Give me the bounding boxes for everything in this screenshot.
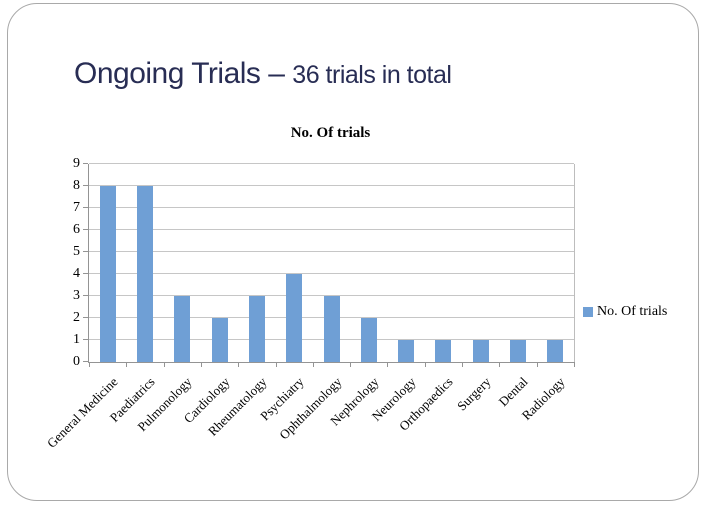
gridline: [89, 229, 574, 230]
y-tick: [83, 361, 88, 362]
y-tick: [83, 251, 88, 252]
x-tick: [126, 362, 128, 367]
y-tick: [83, 185, 88, 186]
gridline: [89, 295, 574, 296]
y-tick: [83, 339, 88, 340]
bar-pulmonology: [174, 296, 191, 362]
bar-radiology: [547, 340, 564, 362]
y-tick: [83, 295, 88, 296]
bar-ophthalmology: [323, 296, 340, 362]
bar-surgery: [472, 340, 489, 362]
y-tick-label: 3: [73, 288, 80, 303]
gridline: [89, 185, 574, 186]
bar-psychiatry: [286, 274, 303, 362]
y-tick: [83, 273, 88, 274]
slide-title-sub: 36 trials in total: [292, 61, 452, 89]
bar-orthopaedics: [435, 340, 452, 362]
legend: No. Of trials: [583, 304, 667, 320]
x-tick: [424, 362, 426, 367]
x-tick: [312, 362, 314, 367]
x-tick: [200, 362, 202, 367]
y-tick: [83, 163, 88, 164]
y-tick-label: 4: [73, 266, 80, 281]
x-tick: [163, 362, 165, 367]
x-tick: [574, 362, 575, 367]
bar-paediatrics: [136, 186, 153, 362]
x-tick: [499, 362, 501, 367]
bar-neurology: [398, 340, 415, 362]
y-tick-label: 9: [73, 156, 80, 171]
bar-cardiology: [211, 318, 228, 362]
x-tick: [350, 362, 352, 367]
y-tick: [83, 207, 88, 208]
y-tick-label: 5: [73, 244, 80, 259]
gridline: [89, 207, 574, 208]
y-tick-label: 2: [73, 310, 80, 325]
y-tick-label: 1: [73, 332, 80, 347]
y-tick: [83, 317, 88, 318]
bar-rheumatology: [248, 296, 265, 362]
bar-dental: [510, 340, 527, 362]
gridline: [89, 273, 574, 274]
x-tick: [238, 362, 240, 367]
y-tick-label: 7: [73, 200, 80, 215]
chart-title: No. Of trials: [290, 125, 371, 141]
x-tick: [536, 362, 538, 367]
x-category-label: Surgery: [453, 374, 494, 414]
bar-general-medicine: [99, 186, 116, 362]
y-tick-label: 0: [73, 354, 80, 369]
plot-area: [88, 163, 575, 367]
slide-title: Ongoing Trials – 36 trials in total: [74, 52, 452, 95]
x-tick: [275, 362, 277, 367]
y-tick-label: 8: [73, 178, 80, 193]
bar-nephrology: [360, 318, 377, 362]
y-tick-label: 6: [73, 222, 80, 237]
gridline: [89, 163, 574, 164]
x-tick: [462, 362, 464, 367]
x-tick: [387, 362, 389, 367]
gridline: [89, 251, 574, 252]
legend-label: No. Of trials: [597, 304, 668, 319]
y-tick: [83, 229, 88, 230]
x-tick: [89, 362, 90, 367]
legend-swatch-icon: [583, 307, 593, 317]
slide-title-main: Ongoing Trials –: [74, 57, 293, 90]
